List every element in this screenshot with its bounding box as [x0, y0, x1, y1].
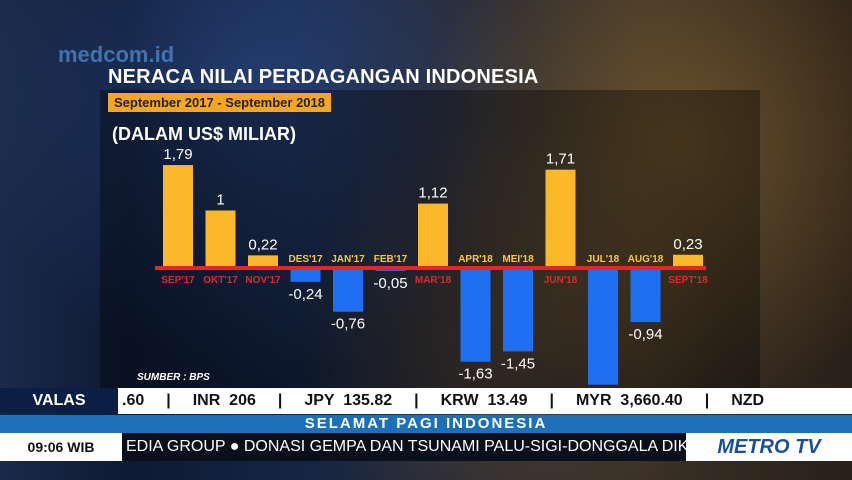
- news-ticker: 09:06 WIB EDIA GROUP ● DONASI GEMPA DAN …: [0, 433, 852, 461]
- news-crawl: EDIA GROUP ● DONASI GEMPA DAN TSUNAMI PA…: [122, 433, 686, 461]
- rate-item: NZD: [731, 392, 765, 409]
- chart-subtitle: September 2017 - September 2018: [108, 93, 331, 112]
- bar: [673, 254, 703, 268]
- rate-item: .60: [122, 392, 145, 409]
- value-label: 1,79: [163, 146, 192, 163]
- value-label: -0,94: [628, 326, 662, 343]
- value-label: 0,22: [248, 236, 277, 253]
- currency-ticker: VALAS .60 | INR 206 | JPY 135.82 | KRW 13.49 | M…: [0, 388, 852, 414]
- bar: [248, 255, 278, 268]
- category-label: FEB'17: [374, 254, 408, 265]
- valas-label: VALAS: [0, 388, 118, 414]
- bar: [333, 268, 363, 312]
- value-label: 0,23: [673, 236, 702, 253]
- bar: [460, 268, 491, 362]
- value-label: -0,05: [373, 275, 407, 292]
- rate-item: MYR 3,660.40: [575, 392, 683, 409]
- bar: [503, 268, 533, 352]
- category-label: JAN'17: [331, 254, 365, 265]
- bar: [545, 169, 576, 268]
- rate-item: INR 206: [192, 392, 256, 409]
- bar: [163, 165, 193, 268]
- rate-item: JPY 135.82: [304, 392, 393, 409]
- rates-list: .60 | INR 206 | JPY 135.82 | KRW 13.49 | MYR 3,6…: [118, 392, 764, 410]
- separator: |: [277, 392, 283, 409]
- category-label: AUG'18: [628, 254, 664, 265]
- chart-title: NERACA NILAI PERDAGANGAN INDONESIA: [108, 66, 539, 88]
- bar: [418, 203, 448, 268]
- source-label: SUMBER : BPS: [137, 372, 210, 383]
- separator: |: [414, 392, 419, 409]
- category-label: OKT'17: [203, 275, 238, 286]
- category-label: APR'18: [458, 254, 493, 265]
- category-label: SEP'17: [161, 275, 195, 286]
- separator: |: [704, 392, 710, 409]
- category-label: NOV'17: [245, 275, 281, 286]
- category-label: JUL'18: [587, 254, 620, 265]
- bar: [588, 268, 618, 385]
- channel-logo: METRO TV: [686, 433, 852, 461]
- program-title: SELAMAT PAGI INDONESIA: [0, 415, 852, 433]
- clock: 09:06 WIB: [0, 433, 122, 461]
- bar-chart: SEP'17 1,79 OKT'17 1 NOV'17 0,22 DES'17 -0,24 JA…: [155, 146, 709, 385]
- category-label: SEPT'18: [668, 275, 708, 286]
- value-label: -1,45: [501, 355, 535, 372]
- value-label: -0,76: [331, 316, 365, 333]
- value-label: -0,24: [288, 286, 322, 303]
- rate-item: KRW 13.49: [440, 392, 528, 409]
- category-label: JUN'18: [544, 275, 578, 286]
- bar: [290, 268, 321, 282]
- value-label: 1: [216, 192, 224, 209]
- category-label: MEI'18: [502, 254, 534, 265]
- bar: [205, 210, 236, 268]
- bar: [630, 268, 661, 323]
- separator: |: [549, 392, 554, 409]
- value-label: -1,63: [458, 366, 492, 383]
- category-label: MAR'18: [415, 275, 452, 286]
- value-label: 1,12: [418, 185, 447, 202]
- unit-label: (DALAM US$ MILIAR): [112, 124, 296, 144]
- category-label: DES'17: [288, 254, 323, 265]
- watermark-logo: medcom.id: [58, 42, 175, 67]
- value-label: 1,71: [546, 151, 575, 168]
- separator: |: [166, 392, 171, 409]
